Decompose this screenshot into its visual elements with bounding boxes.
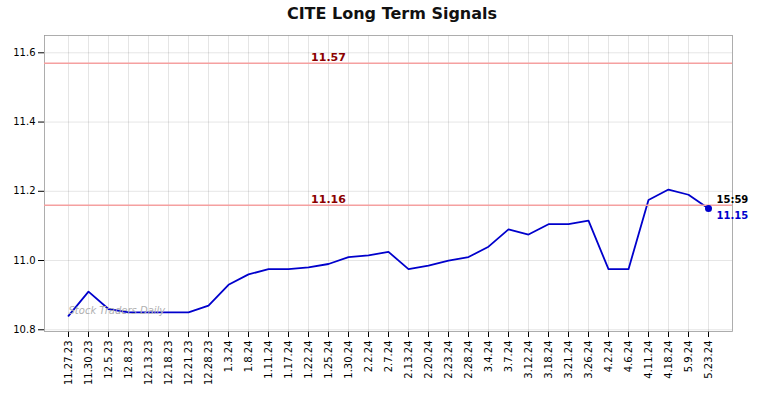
svg-text:3.7.24: 3.7.24 (503, 341, 514, 373)
svg-text:2.2.24: 2.2.24 (363, 341, 374, 373)
svg-text:5.23.24: 5.23.24 (703, 341, 714, 379)
svg-text:15:59: 15:59 (717, 194, 749, 205)
svg-text:11.16: 11.16 (311, 193, 346, 206)
svg-text:1.11.24: 1.11.24 (263, 341, 274, 379)
svg-text:1.22.24: 1.22.24 (303, 341, 314, 379)
svg-text:11.15: 11.15 (717, 210, 749, 221)
svg-text:1.3.24: 1.3.24 (223, 341, 234, 373)
svg-text:12.5.23: 12.5.23 (103, 341, 114, 379)
svg-text:11.27.23: 11.27.23 (63, 341, 74, 386)
svg-text:4.18.24: 4.18.24 (663, 341, 674, 379)
svg-text:3.4.24: 3.4.24 (483, 341, 494, 373)
svg-text:2.28.24: 2.28.24 (463, 341, 474, 379)
svg-text:1.25.24: 1.25.24 (323, 341, 334, 379)
svg-text:10.8: 10.8 (13, 324, 35, 335)
svg-text:3.12.24: 3.12.24 (523, 341, 534, 379)
svg-text:11.4: 11.4 (13, 116, 35, 127)
svg-text:12.18.23: 12.18.23 (163, 341, 174, 386)
svg-text:12.21.23: 12.21.23 (183, 341, 194, 386)
svg-text:11.57: 11.57 (311, 51, 346, 64)
svg-text:11.30.23: 11.30.23 (83, 341, 94, 386)
svg-text:12.13.23: 12.13.23 (143, 341, 154, 386)
svg-text:3.18.24: 3.18.24 (543, 341, 554, 379)
svg-text:3.26.24: 3.26.24 (583, 341, 594, 379)
svg-text:3.21.24: 3.21.24 (563, 341, 574, 379)
svg-text:1.30.24: 1.30.24 (343, 341, 354, 379)
svg-text:4.11.24: 4.11.24 (643, 341, 654, 379)
html-text:CITE Long Term Signals: CITE Long Term Signals (286, 4, 498, 23)
svg-text:11.2: 11.2 (13, 185, 35, 196)
svg-text:2.7.24: 2.7.24 (383, 341, 394, 373)
svg-text:1.17.24: 1.17.24 (283, 341, 294, 379)
svg-text:1.8.24: 1.8.24 (243, 341, 254, 373)
svg-text:4.2.24: 4.2.24 (603, 341, 614, 373)
svg-text:5.9.24: 5.9.24 (683, 341, 694, 373)
svg-text:2.20.24: 2.20.24 (423, 341, 434, 379)
svg-text:11.6: 11.6 (13, 47, 35, 58)
svg-text:11.0: 11.0 (13, 255, 35, 266)
svg-text:Stock Traders Daily: Stock Traders Daily (69, 305, 167, 316)
svg-text:12.8.23: 12.8.23 (123, 341, 134, 379)
svg-text:12.28.23: 12.28.23 (203, 341, 214, 386)
svg-text:2.23.24: 2.23.24 (443, 341, 454, 379)
svg-text:4.6.24: 4.6.24 (623, 341, 634, 373)
svg-text:2.13.24: 2.13.24 (403, 341, 414, 379)
